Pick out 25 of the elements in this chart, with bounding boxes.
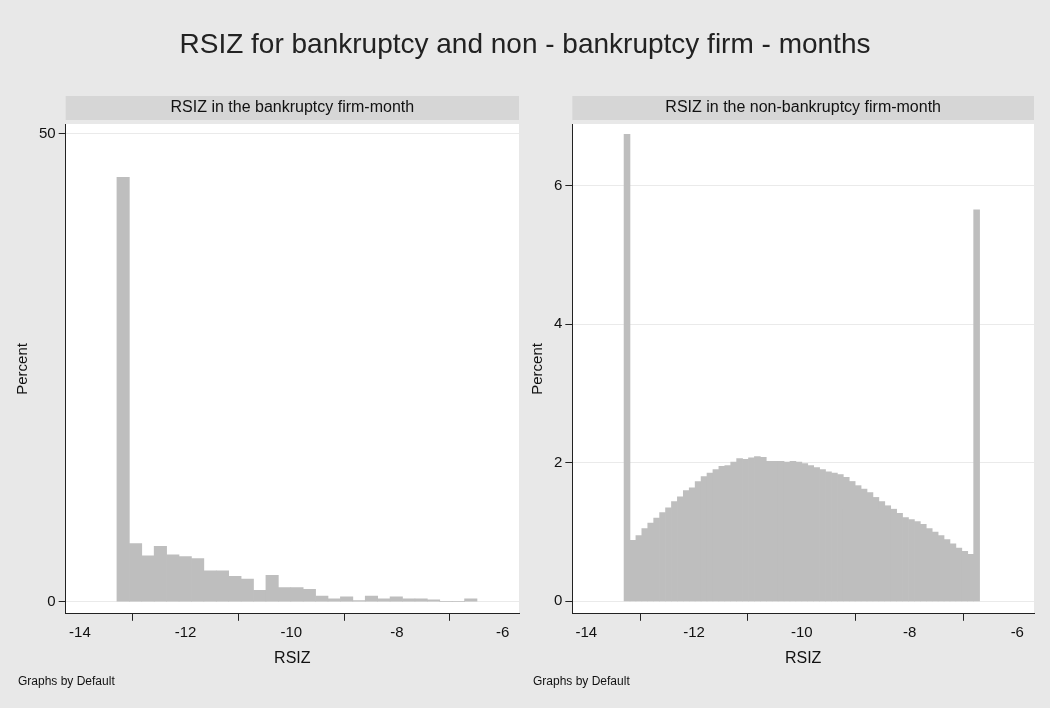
x-tick-label: -12 xyxy=(683,622,705,640)
x-tick-label: -8 xyxy=(902,622,917,640)
y-tick-label: 6 xyxy=(554,175,563,193)
chart-subtitle: RSIZ in the non-bankruptcy firm-month xyxy=(665,98,942,116)
y-tick-label: 0 xyxy=(554,591,563,609)
y-tick-label: 4 xyxy=(554,314,563,332)
x-tick-label: -12 xyxy=(174,622,197,640)
x-tick-label: -14 xyxy=(575,622,598,640)
x-tick-label: -6 xyxy=(495,622,510,640)
text: Graphs by Default xyxy=(533,674,631,689)
x-tick-label: -10 xyxy=(790,622,813,640)
x-tick-label: -8 xyxy=(390,622,404,640)
x-tick-label: -10 xyxy=(280,622,303,640)
y-tick-label: 50 xyxy=(39,123,56,141)
x-axis-title: RSIZ xyxy=(274,648,311,666)
chart-title: RSIZ for bankruptcy and non - bankruptcy firm - months xyxy=(178,28,872,60)
x-tick-label: -6 xyxy=(1010,622,1024,640)
text: Graphs by Default xyxy=(18,674,116,689)
chart-subtitle: RSIZ in the bankruptcy firm-month xyxy=(170,98,415,116)
y-tick-label: 2 xyxy=(554,452,563,470)
x-tick-label: -14 xyxy=(69,622,91,640)
y-axis-title: Percent xyxy=(13,342,31,395)
y-axis-title: Percent xyxy=(528,342,546,395)
y-tick-label: 0 xyxy=(47,591,56,609)
x-axis-title: RSIZ xyxy=(784,648,822,666)
